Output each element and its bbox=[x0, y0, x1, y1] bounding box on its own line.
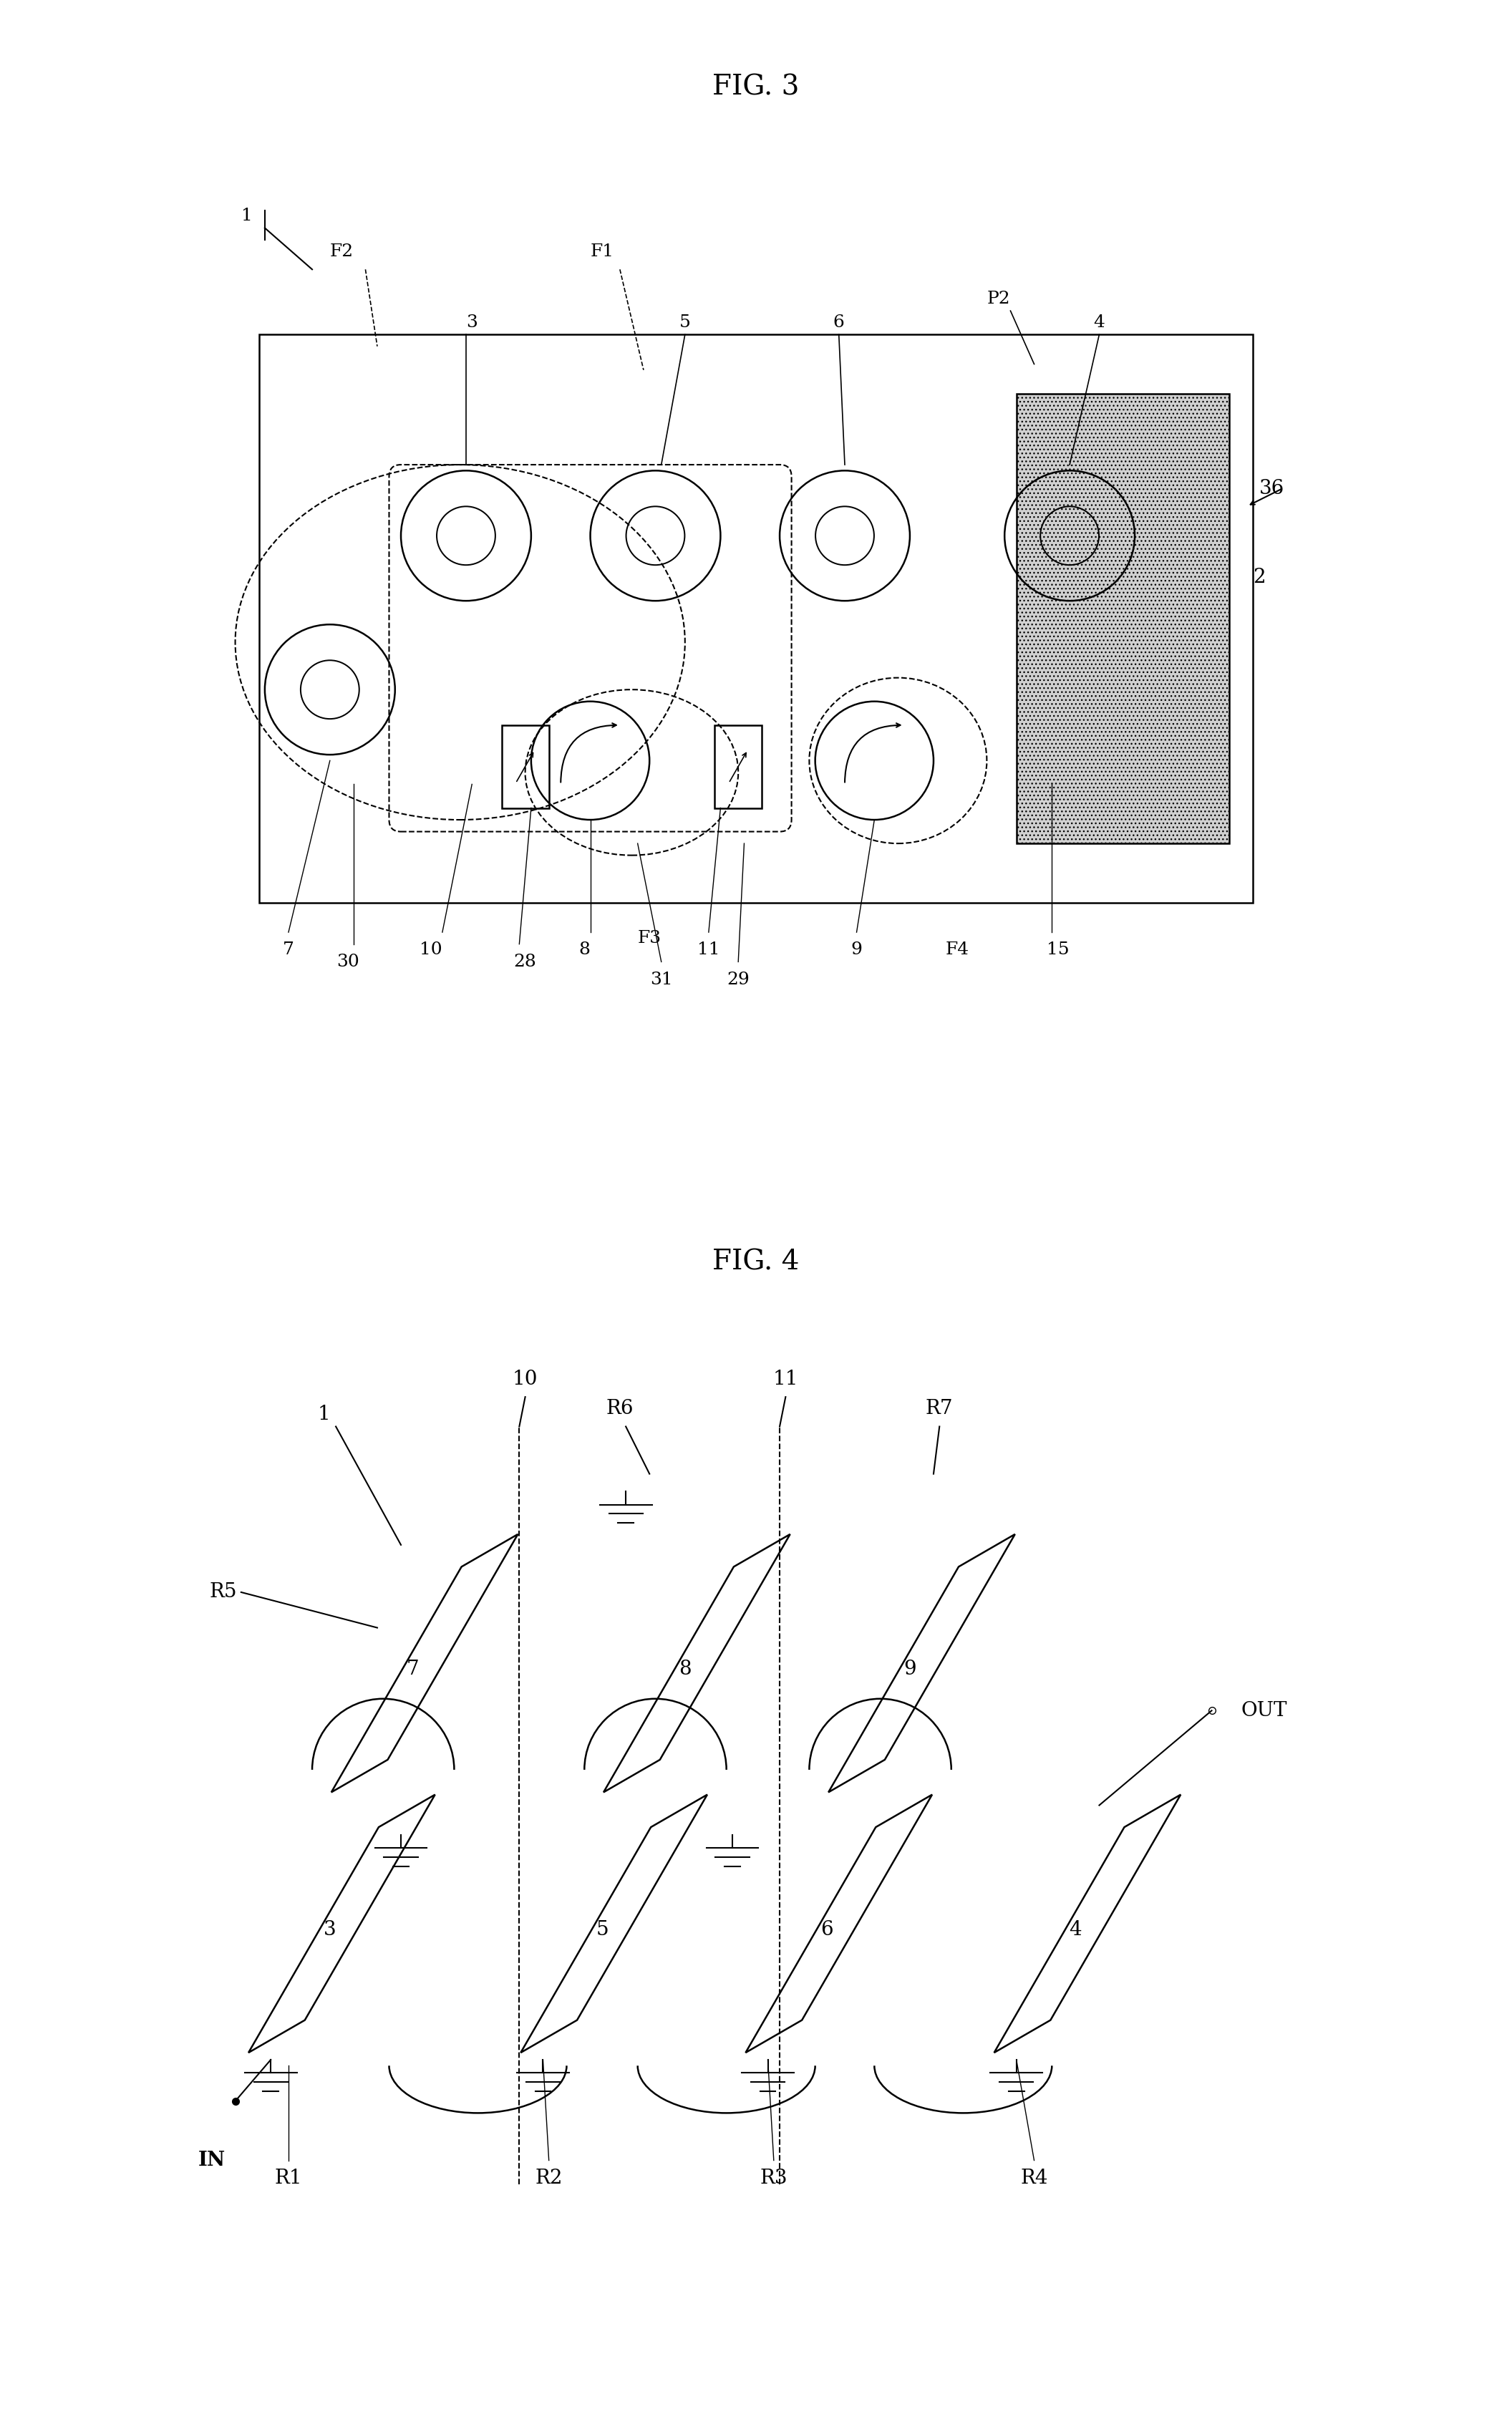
Text: 9: 9 bbox=[851, 941, 862, 958]
Text: OUT: OUT bbox=[1241, 1700, 1287, 1720]
Text: 5: 5 bbox=[596, 1920, 608, 1939]
Text: 4: 4 bbox=[1069, 1920, 1083, 1939]
Text: 36: 36 bbox=[1259, 478, 1284, 497]
Text: 11: 11 bbox=[697, 941, 720, 958]
Text: R7: R7 bbox=[925, 1399, 953, 1418]
Text: F2: F2 bbox=[330, 244, 354, 260]
Bar bbox=[259, 335, 1253, 902]
Text: 10: 10 bbox=[419, 941, 442, 958]
Text: 7: 7 bbox=[283, 941, 295, 958]
Text: R1: R1 bbox=[275, 2168, 302, 2188]
Text: P2: P2 bbox=[987, 292, 1010, 306]
Text: 4: 4 bbox=[1093, 314, 1105, 330]
Bar bbox=[715, 726, 762, 808]
Text: 3: 3 bbox=[324, 1920, 336, 1939]
Text: R6: R6 bbox=[606, 1399, 634, 1418]
Text: 9: 9 bbox=[904, 1659, 916, 1679]
Text: 15: 15 bbox=[1046, 941, 1069, 958]
Text: 3: 3 bbox=[466, 314, 478, 330]
Text: F4: F4 bbox=[945, 941, 969, 958]
Text: FIG. 3: FIG. 3 bbox=[712, 75, 800, 101]
Bar bbox=[502, 726, 549, 808]
Text: 7: 7 bbox=[407, 1659, 419, 1679]
Text: R2: R2 bbox=[535, 2168, 562, 2188]
Text: IN: IN bbox=[198, 2152, 225, 2171]
Text: R5: R5 bbox=[210, 1582, 237, 1602]
Text: 30: 30 bbox=[336, 953, 358, 970]
Text: 5: 5 bbox=[679, 314, 691, 330]
Text: F3: F3 bbox=[638, 931, 661, 946]
Bar bbox=[1016, 393, 1229, 844]
Text: 2: 2 bbox=[1253, 567, 1266, 589]
Text: FIG. 4: FIG. 4 bbox=[712, 1249, 800, 1276]
Text: 29: 29 bbox=[727, 972, 750, 989]
Text: F1: F1 bbox=[590, 244, 614, 260]
Text: 6: 6 bbox=[821, 1920, 833, 1939]
Text: 10: 10 bbox=[513, 1370, 538, 1389]
Text: R3: R3 bbox=[761, 2168, 788, 2188]
Text: 1: 1 bbox=[318, 1406, 330, 1425]
Text: 8: 8 bbox=[579, 941, 590, 958]
Text: R4: R4 bbox=[1021, 2168, 1048, 2188]
Text: 1: 1 bbox=[242, 207, 253, 224]
Text: 6: 6 bbox=[833, 314, 845, 330]
Text: 31: 31 bbox=[650, 972, 673, 989]
Text: 28: 28 bbox=[514, 953, 537, 970]
Text: 11: 11 bbox=[773, 1370, 798, 1389]
Text: 8: 8 bbox=[679, 1659, 691, 1679]
